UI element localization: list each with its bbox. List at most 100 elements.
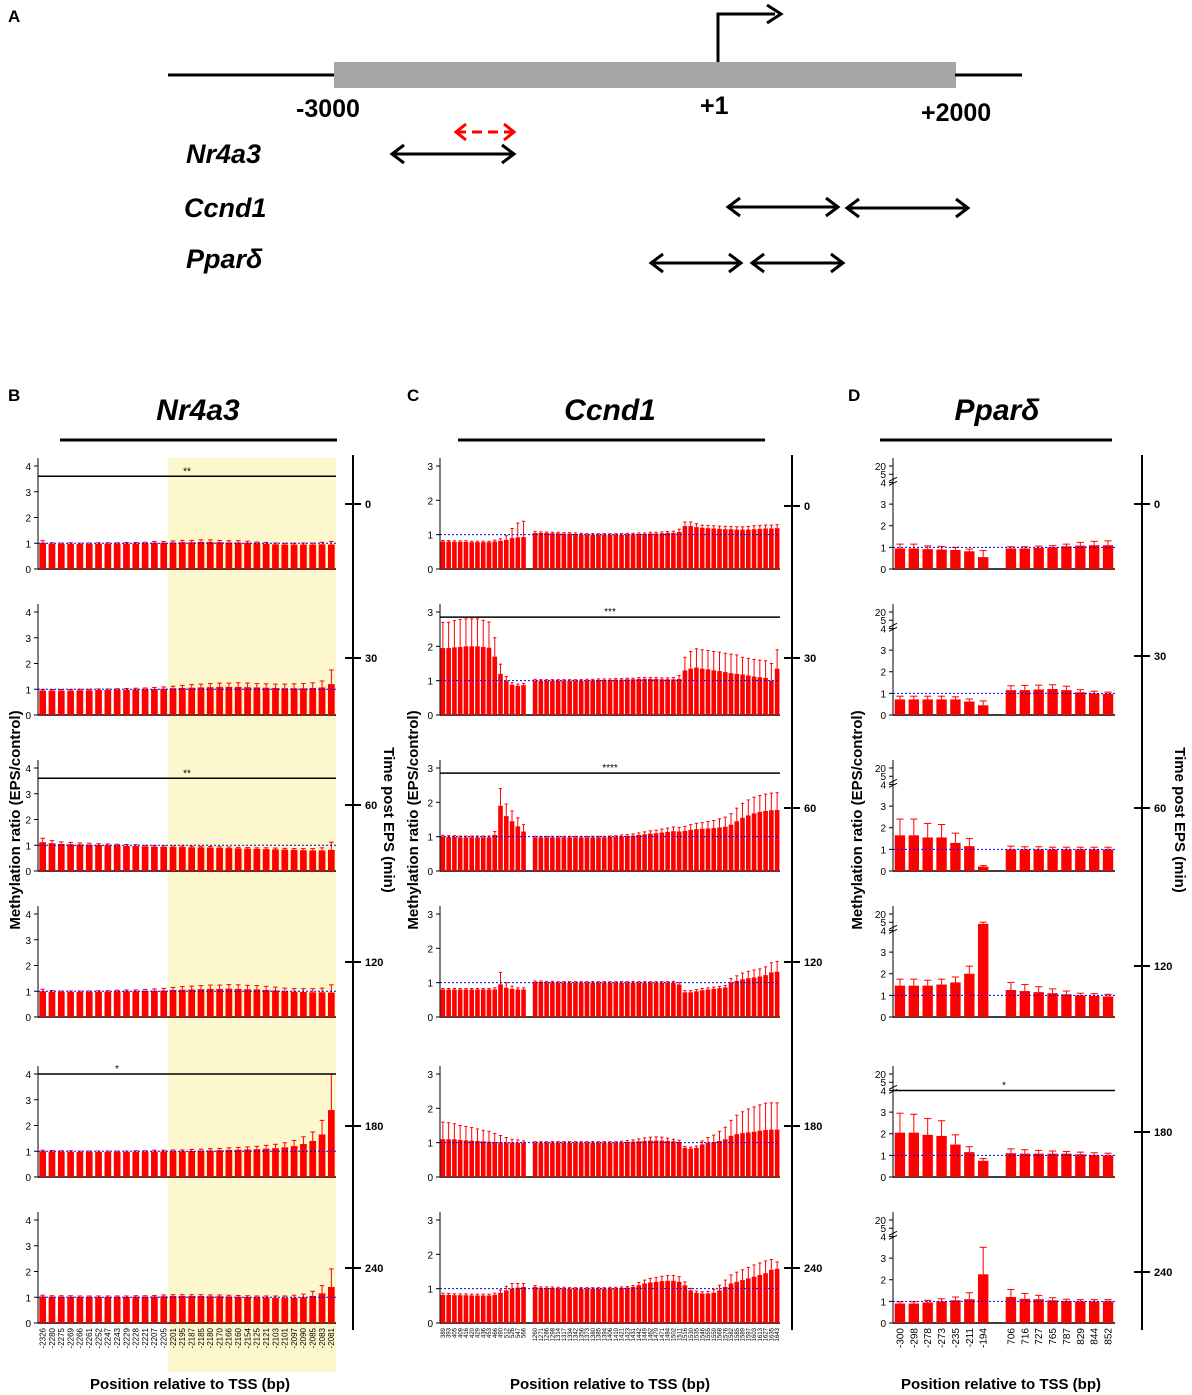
axis-break-mark <box>888 476 898 486</box>
bar-1449 <box>642 982 647 1017</box>
x-tick-label: -2187 <box>187 1327 196 1348</box>
bar-1585 <box>734 980 740 1017</box>
y-tick-label: 4 <box>25 1216 31 1227</box>
y-tick-label: 2 <box>427 944 433 955</box>
bar-844 <box>1088 995 1100 1017</box>
x-tick-label: 436 <box>481 1327 487 1338</box>
bar-1516 <box>682 1285 688 1323</box>
y-tick-label: 0 <box>880 711 886 722</box>
bar-1442 <box>636 533 642 569</box>
bar--2166 <box>225 988 233 1017</box>
panel-c-xlabel: Position relative to TSS (bp) <box>510 1376 710 1393</box>
y-tick-label: 20 <box>875 764 887 775</box>
bar-1356 <box>578 1142 584 1177</box>
y-tick-label: 3 <box>25 1242 31 1253</box>
bar--2207 <box>151 542 158 569</box>
y-tick-label: 1 <box>880 543 886 554</box>
y-tick-label: 5 <box>880 772 886 783</box>
bar-1589 <box>740 674 745 715</box>
x-tick-label: 1582 <box>729 1327 735 1341</box>
x-tick-label: -2221 <box>141 1327 150 1348</box>
bar--2261 <box>85 844 93 871</box>
x-tick-label: 416 <box>464 1327 470 1338</box>
x-tick-label: -2125 <box>253 1327 262 1348</box>
bar--2266 <box>76 1296 84 1323</box>
bar-765 <box>1047 1300 1058 1323</box>
bar--2228 <box>132 543 140 569</box>
bar--2125 <box>253 687 261 715</box>
bar-1502 <box>671 982 676 1017</box>
bar-1582 <box>728 824 734 871</box>
chart-group-ccnd1: 0 1 2 3 0 1 2 3 *** 0 1 2 3 **** 0 1 2 3 0 1 2 3 0 1 2 3 389 393 405… <box>427 458 781 1341</box>
bar-1576 <box>722 1139 728 1177</box>
bar--2195 <box>178 1151 186 1177</box>
x-tick-label: 1462 <box>648 1327 654 1341</box>
bar--2180 <box>206 1296 214 1323</box>
y-tick-label: 1 <box>427 677 433 688</box>
bar-1314 <box>555 533 561 569</box>
bar-787 <box>1061 1153 1072 1177</box>
bar--2275 <box>57 992 65 1017</box>
bar--2154 <box>244 687 251 715</box>
bar--2097 <box>290 991 298 1017</box>
y-tick-label: 4 <box>880 1232 886 1243</box>
bar--2243 <box>113 1296 121 1323</box>
x-tick-label: -194 <box>979 1328 990 1348</box>
x-tick-label: 1585 <box>735 1327 741 1341</box>
bar-787 <box>1061 994 1072 1017</box>
bar--235 <box>950 549 961 569</box>
y-tick-label: 1 <box>427 1285 433 1296</box>
bar--2081 <box>327 992 335 1017</box>
bar-1470 <box>653 833 659 871</box>
bar-1373 <box>584 1288 590 1323</box>
y-tick-label: 5 <box>880 470 886 481</box>
bar--2201 <box>169 847 177 871</box>
y-tick-label: 3 <box>880 500 886 511</box>
bar--2085 <box>309 687 317 715</box>
bar-1431 <box>630 835 636 871</box>
y-tick-label: 3 <box>427 608 433 619</box>
y-tick-label: 2 <box>427 642 433 653</box>
bar-1627 <box>763 810 768 871</box>
gene-label-ccnd1: Ccnd1 <box>184 193 267 223</box>
bar--300 <box>894 1303 906 1323</box>
bar--2266 <box>76 544 84 569</box>
bar-1502 <box>671 532 676 569</box>
bar-453 <box>486 542 492 569</box>
bar--2205 <box>160 990 168 1017</box>
bar--2243 <box>113 543 121 569</box>
bar--2187 <box>188 1295 196 1323</box>
bar-1502 <box>671 831 676 871</box>
bar--2103 <box>272 1148 279 1177</box>
bar-1582 <box>728 529 734 569</box>
x-tick-label: 1449 <box>643 1327 649 1341</box>
x-tick-label: 1314 <box>556 1327 562 1341</box>
bar-716 <box>1019 1298 1031 1323</box>
bar--2154 <box>244 848 251 871</box>
bar-1471 <box>659 982 665 1017</box>
bar-1385 <box>596 1142 601 1177</box>
bar-512 <box>503 539 509 569</box>
bar-1260 <box>532 1286 538 1323</box>
bar-405 <box>452 837 457 871</box>
significance-marker: * <box>115 1064 119 1075</box>
bar-1410 <box>613 836 619 871</box>
x-tick-label: 409 <box>458 1327 464 1338</box>
bar-1442 <box>636 1141 642 1177</box>
bar--2326 <box>39 842 47 871</box>
bar--2229 <box>123 845 130 871</box>
y-tick-label: 2 <box>25 514 31 525</box>
bar-1431 <box>630 1141 636 1177</box>
bar-1260 <box>532 532 538 569</box>
bar-405 <box>452 647 457 715</box>
bar-436 <box>480 989 486 1017</box>
bar--194 <box>977 1274 989 1323</box>
bar--273 <box>936 837 947 871</box>
y-tick-label: 2 <box>25 1268 31 1279</box>
bar--194 <box>977 705 989 715</box>
bar-716 <box>1019 690 1031 715</box>
bar-1635 <box>769 972 774 1017</box>
x-tick-label: 1356 <box>579 1327 585 1341</box>
bar--2201 <box>169 542 177 569</box>
bar--2166 <box>225 1296 233 1323</box>
